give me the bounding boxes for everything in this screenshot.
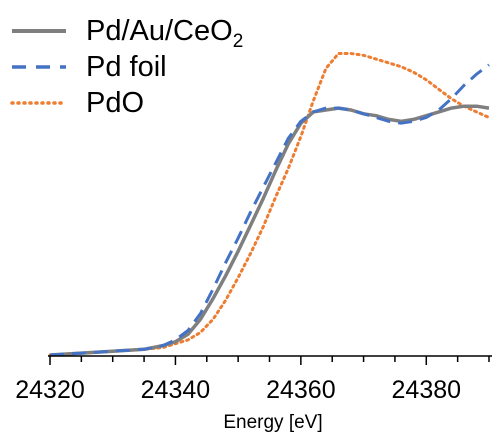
- x-axis-title: Energy [eV]: [223, 412, 322, 433]
- series-line-pd-au-ceo: [49, 104, 490, 357]
- x-tick-label: 24380: [392, 376, 462, 404]
- series-line-pdo: [48, 52, 491, 357]
- x-tick-label: 24340: [141, 376, 211, 404]
- series-line-pd-foil: [49, 63, 490, 357]
- x-tick-label: 24320: [15, 376, 85, 404]
- x-axis: 24320 24340 24360 24380: [15, 355, 492, 404]
- legend-label: Pd/Au/CeO2: [86, 15, 243, 52]
- legend-label: PdO: [86, 87, 144, 119]
- x-tick-label: 24360: [266, 376, 336, 404]
- legend-label: Pd foil: [86, 51, 167, 83]
- series-layer: [48, 52, 491, 357]
